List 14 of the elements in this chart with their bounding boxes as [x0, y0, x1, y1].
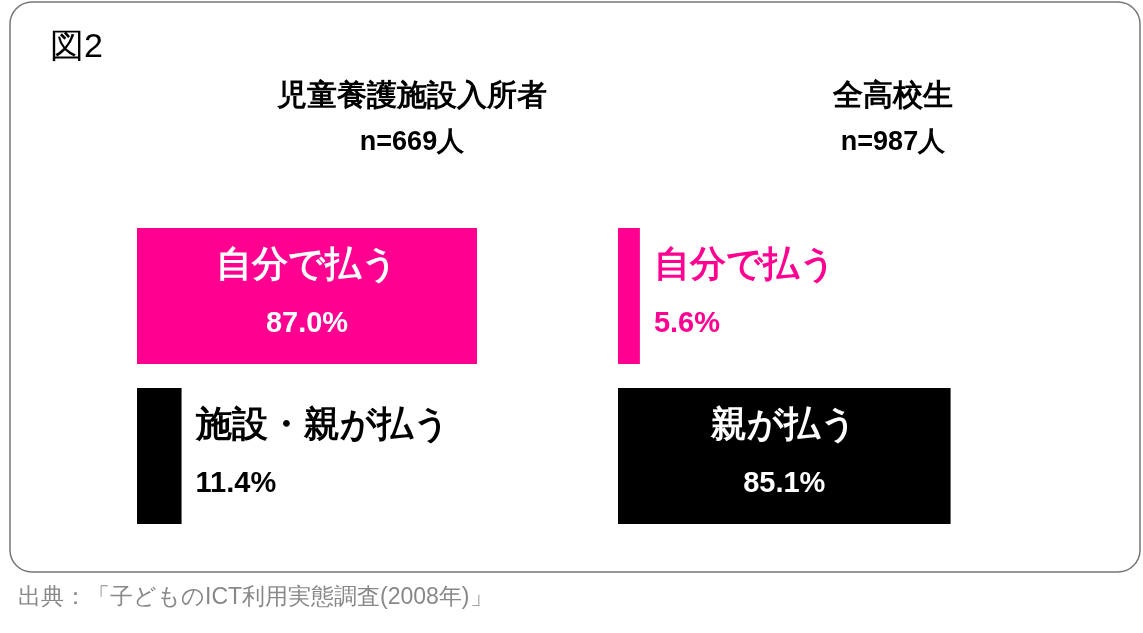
- data-label: 87.0%: [265, 305, 349, 338]
- y-tick-label: 自分で払う: [216, 242, 398, 284]
- y-tick-label: 親が払う: [710, 402, 858, 444]
- data-label: 11.4%: [195, 465, 277, 498]
- chart-title: 児童養護施設入所者: [276, 77, 547, 111]
- data-label: 85.1%: [743, 465, 826, 498]
- y-tick-label: 自分で払う: [653, 242, 836, 284]
- chart-subtitle: n=987人: [840, 126, 947, 157]
- source-note: 出典：「子どものICT利用実態調査(2008年)」: [18, 583, 493, 610]
- chart-subtitle: n=669人: [359, 126, 466, 157]
- chart-title: 全高校生: [832, 77, 953, 111]
- y-tick-label: 施設・親が払う: [194, 402, 450, 444]
- data-label: 5.6%: [653, 305, 721, 338]
- caption: 図2: [50, 25, 103, 64]
